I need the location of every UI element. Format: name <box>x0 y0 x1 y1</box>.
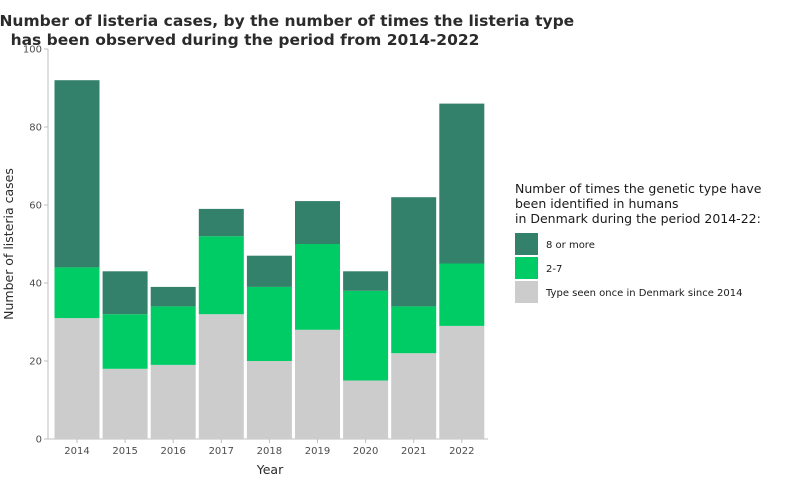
legend-title-line-2: been identified in humans <box>515 196 679 211</box>
bar-segment <box>439 325 485 439</box>
bar-segment <box>198 314 244 439</box>
y-tick-label: 40 <box>29 279 42 290</box>
bar-segment <box>150 364 196 439</box>
x-tick-label: 2019 <box>305 446 330 457</box>
y-axis-title: Number of listeria cases <box>1 168 16 320</box>
bar-segment <box>54 267 100 319</box>
y-tick-label: 20 <box>29 357 42 368</box>
bar-segment <box>343 290 389 381</box>
y-tick-label: 80 <box>29 123 42 134</box>
y-axis-ticks: 0 20 40 60 80 100 <box>23 45 48 446</box>
bar-segment <box>150 286 196 307</box>
x-tick-label: 2018 <box>257 446 282 457</box>
x-tick-label: 2016 <box>160 446 185 457</box>
chart-title-line-1: Figure 1. Number of listeria cases, by t… <box>0 12 574 30</box>
legend-label: 8 or more <box>546 240 595 251</box>
bar-segment <box>102 314 148 369</box>
bar-segment <box>246 361 292 439</box>
x-tick-label: 2015 <box>112 446 137 457</box>
bar-segment <box>54 80 100 268</box>
legend-swatch <box>515 233 538 255</box>
bars <box>54 80 485 439</box>
bar-segment <box>391 353 437 439</box>
x-tick-label: 2020 <box>353 446 378 457</box>
y-tick-label: 100 <box>23 45 42 56</box>
legend-title-line-1: Number of times the genetic type have <box>515 181 762 196</box>
bar-segment <box>439 103 485 264</box>
legend-swatch <box>515 281 538 303</box>
legend-label: 2-7 <box>546 264 562 275</box>
x-tick-label: 2017 <box>209 446 234 457</box>
x-tick-label: 2022 <box>449 446 474 457</box>
bar-segment <box>54 318 100 439</box>
y-tick-label: 0 <box>36 435 42 446</box>
bar-segment <box>439 263 485 326</box>
bar-segment <box>198 208 244 237</box>
legend-title-line-3: in Denmark during the period 2014-22: <box>515 211 761 226</box>
bar-segment <box>246 286 292 361</box>
bar-segment <box>246 255 292 287</box>
legend-swatch <box>515 257 538 279</box>
y-tick-label: 60 <box>29 201 42 212</box>
chart-title-line-2: has been observed during the period from… <box>11 31 480 49</box>
x-axis-ticks: 2014 2015 2016 2017 2018 2019 2020 2021 2022 <box>64 439 475 457</box>
bar-segment <box>391 306 437 354</box>
bar-segment <box>295 201 340 244</box>
bar-segment <box>391 197 437 307</box>
bar-segment <box>198 236 244 315</box>
legend-label: Type seen once in Denmark since 2014 <box>545 288 743 299</box>
bar-segment <box>295 329 340 439</box>
legend: Number of times the genetic type have be… <box>515 181 762 303</box>
chart-title: Figure 1. Number of listeria cases, by t… <box>0 12 574 49</box>
x-tick-label: 2021 <box>401 446 426 457</box>
x-axis-title: Year <box>256 462 284 477</box>
bar-segment <box>295 244 340 330</box>
bar-segment <box>343 380 389 439</box>
bar-segment <box>102 368 148 439</box>
x-tick-label: 2014 <box>64 446 89 457</box>
bar-segment <box>102 271 148 315</box>
bar-segment <box>150 306 196 365</box>
bar-segment <box>343 271 389 291</box>
